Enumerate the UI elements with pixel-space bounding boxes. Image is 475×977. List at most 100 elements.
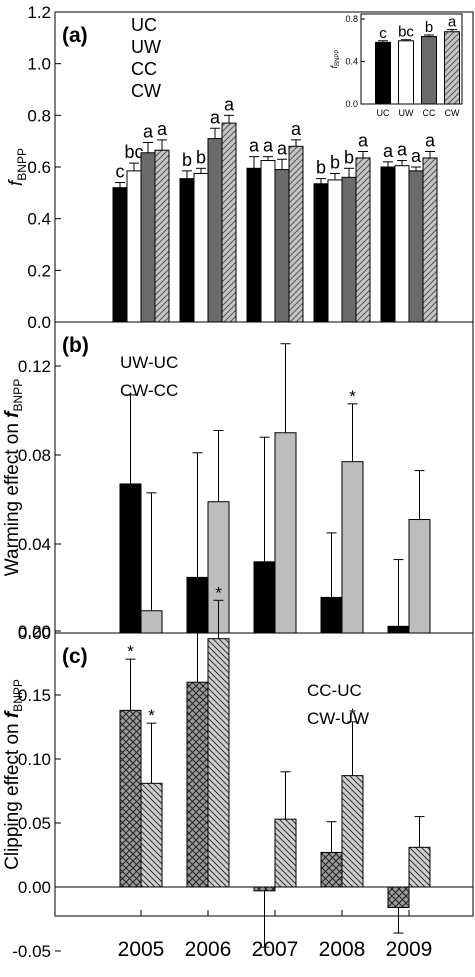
bar	[394, 165, 410, 323]
bar	[408, 846, 431, 888]
bar	[274, 818, 297, 888]
significance-letter: c	[116, 162, 125, 182]
inset-significance-letter: bc	[398, 24, 414, 41]
bar	[207, 638, 230, 888]
inset-y-label: fBNPP	[329, 50, 341, 69]
y-tick-label: 1.2	[27, 3, 51, 22]
bar	[140, 610, 163, 634]
legend-entry: CC-UC	[307, 681, 362, 700]
panel-label: (c)	[62, 645, 88, 668]
y-axis-label-main: f	[6, 179, 27, 186]
significance-letter: a	[249, 136, 260, 156]
significance-letter: a	[358, 131, 369, 151]
y-tick-label: 0.4	[27, 210, 51, 229]
inset-y-label-sub: BNPP	[335, 50, 341, 66]
y-axis-label-sub: BNPP	[15, 148, 29, 181]
significance-letter: a	[143, 121, 154, 141]
bar	[246, 167, 262, 323]
significance-letter: b	[182, 150, 192, 170]
y-axis-label-f: f	[2, 710, 23, 718]
y-tick-label: 0.6	[27, 158, 51, 177]
inset-x-tick-label: UW	[399, 108, 414, 118]
bar	[140, 782, 163, 888]
bar	[140, 152, 156, 323]
y-axis-label: Warming effect on fBNPP	[2, 379, 25, 576]
bar	[274, 432, 297, 634]
bar	[126, 170, 142, 323]
bar	[320, 596, 343, 634]
bar	[207, 138, 223, 323]
significance-letter: b	[344, 147, 354, 167]
y-axis-label-f: f	[2, 410, 23, 418]
inset-bar	[444, 31, 460, 105]
significance-letter: a	[277, 138, 288, 158]
bar	[341, 176, 357, 323]
significance-star: *	[127, 642, 134, 661]
legend-entry: UC	[131, 15, 157, 35]
bar	[253, 886, 276, 892]
y-tick-label: 0.10	[18, 750, 51, 769]
significance-letter: b	[330, 152, 340, 172]
x-tick-label: 2009	[386, 938, 433, 961]
y-axis-label: Clipping effect on fBNPP	[2, 679, 25, 870]
inset-chart: 0.0 0.4 0.8 fBNPP c UC bc UW b CC a CW	[329, 13, 463, 118]
significance-star: *	[349, 705, 356, 724]
significance-letter: a	[291, 119, 302, 139]
significance-letter: a	[411, 146, 422, 166]
significance-letter: b	[316, 158, 326, 178]
inset-y-label-main: f	[329, 64, 339, 68]
bar	[253, 561, 276, 634]
bar	[288, 145, 304, 323]
inset-y-tick-label: 0.4	[345, 57, 358, 67]
legend-entry: CW	[131, 81, 161, 101]
y-tick-label: 1.0	[27, 55, 51, 74]
y-axis-label: fBNPP	[6, 148, 29, 186]
y-axis-label-main: Clipping effect on	[2, 718, 23, 870]
inset-bar	[375, 41, 391, 105]
inset-significance-letter: c	[379, 25, 387, 42]
y-tick-label: -0.05	[12, 942, 51, 961]
panel-label: (b)	[62, 334, 89, 357]
legend-entry: UW-UC	[120, 353, 178, 372]
bar	[355, 157, 371, 323]
bar	[387, 886, 410, 908]
significance-star: *	[194, 591, 201, 610]
y-axis-label-main: Warming effect on	[2, 418, 23, 576]
significance-letter: a	[383, 141, 394, 161]
legend-entry: CW-UW	[307, 709, 369, 728]
y-tick-label: 0.8	[27, 106, 51, 125]
panel-label: (a)	[62, 24, 88, 47]
bar	[341, 775, 364, 888]
y-axis-label-sub: BNPP	[11, 679, 25, 712]
bar	[387, 625, 410, 634]
y-tick-label: 0.2	[27, 261, 51, 280]
bar	[119, 483, 142, 634]
bar	[320, 851, 343, 888]
bar	[179, 178, 195, 323]
y-tick-label: 0.00	[18, 878, 51, 897]
y-axis-label-sub: BNPP	[11, 379, 25, 412]
x-tick-label: 2008	[319, 938, 366, 961]
significance-letter: bc	[124, 142, 143, 162]
bar	[274, 169, 290, 323]
bar	[186, 681, 209, 888]
bar	[408, 519, 431, 634]
y-tick-label: 0.00	[18, 624, 51, 643]
inset-x-tick-label: UC	[377, 108, 390, 118]
y-tick-label: 0.0	[27, 313, 51, 332]
bar	[193, 172, 209, 323]
inset-y-tick-label: 0.8	[345, 14, 358, 24]
y-tick-label: 0.20	[18, 622, 51, 641]
legend-entry: UW	[131, 37, 161, 57]
x-tick-label: 2005	[118, 938, 165, 961]
y-tick-label: 0.08	[18, 446, 51, 465]
bar	[327, 179, 343, 323]
y-tick-label: 0.04	[18, 535, 51, 554]
significance-star: *	[148, 706, 155, 725]
y-tick-label: 0.12	[18, 357, 51, 376]
bar	[154, 149, 170, 323]
significance-letter: a	[210, 107, 221, 127]
